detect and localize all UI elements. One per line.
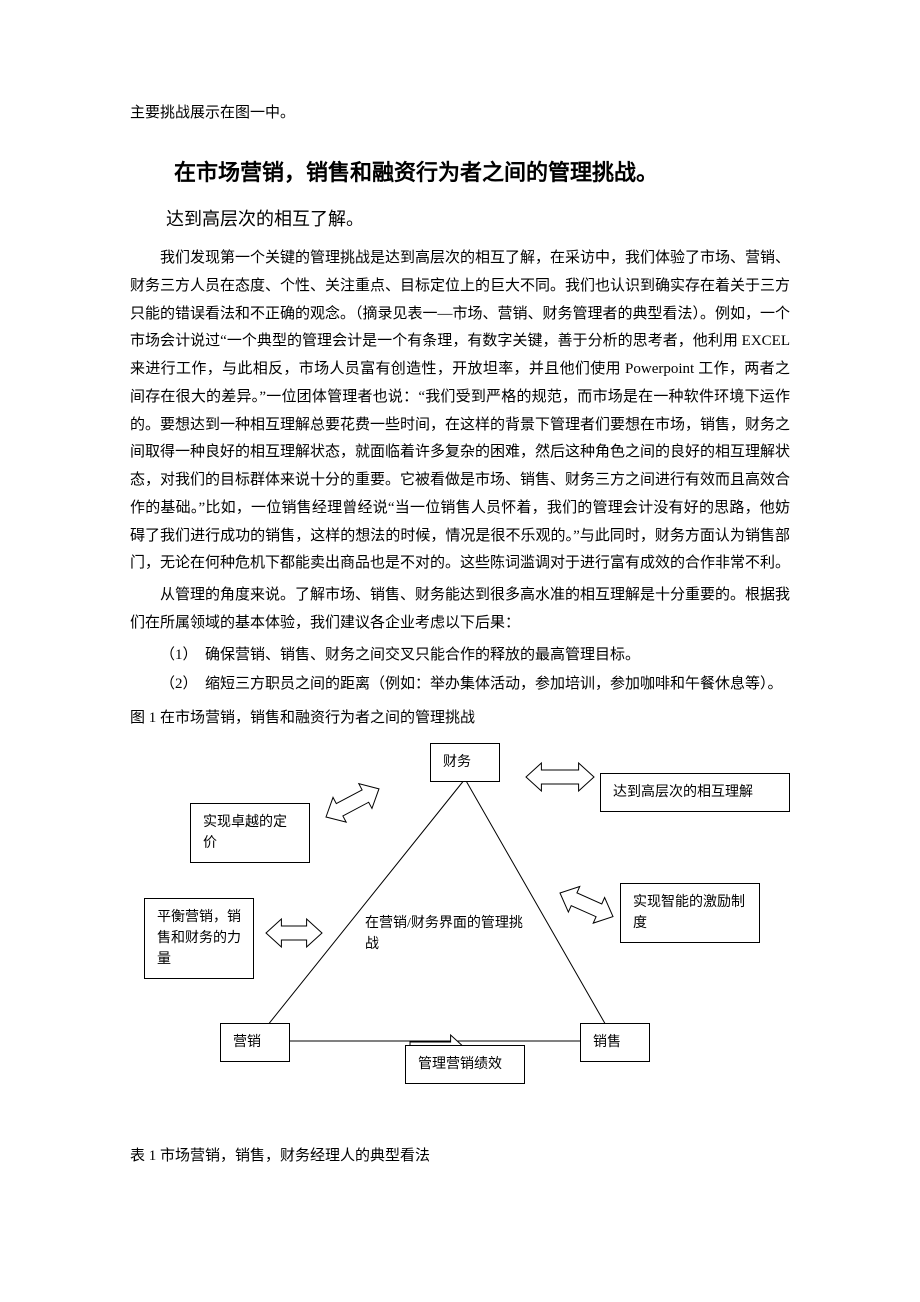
intro-text: 主要挑战展示在图一中。 [130,100,790,127]
list-item-2: （2） 缩短三方职员之间的距离（例如：举办集体活动，参加培训，参加咖啡和午餐休息… [130,671,790,699]
node-performance: 管理营销绩效 [405,1045,525,1084]
list-item-1: （1） 确保营销、销售、财务之间交叉只能合作的释放的最高管理目标。 [130,642,790,670]
body-paragraph-2: 从管理的角度来说。了解市场、销售、财务能达到很多高水准的相互理解是十分重要的。根… [130,582,790,638]
node-marketing: 营销 [220,1023,290,1062]
heading-level-1: 在市场营销，销售和融资行为者之间的管理挑战。 [130,155,790,187]
node-balance: 平衡营销，销售和财务的力量 [144,898,254,979]
node-sales: 销售 [580,1023,650,1062]
node-incentive: 实现智能的激励制度 [620,883,760,943]
node-mutual-understanding: 达到高层次的相互理解 [600,773,790,812]
figure-caption: 图 1 在市场营销，销售和融资行为者之间的管理挑战 [130,705,790,733]
node-pricing: 实现卓越的定价 [190,803,310,863]
heading-level-2: 达到高层次的相互了解。 [130,205,790,231]
table-caption: 表 1 市场营销，销售，财务经理人的典型看法 [130,1143,790,1171]
figure-1-diagram: 财务 营销 销售 达到高层次的相互理解 实现智能的激励制度 实现卓越的定价 平衡… [130,743,790,1103]
document-page: 主要挑战展示在图一中。 在市场营销，销售和融资行为者之间的管理挑战。 达到高层次… [0,0,920,1302]
node-finance: 财务 [430,743,500,782]
node-center: 在营销/财务界面的管理挑战 [365,913,525,955]
body-paragraph-1: 我们发现第一个关键的管理挑战是达到高层次的相互了解，在采访中，我们体验了市场、营… [130,245,790,578]
